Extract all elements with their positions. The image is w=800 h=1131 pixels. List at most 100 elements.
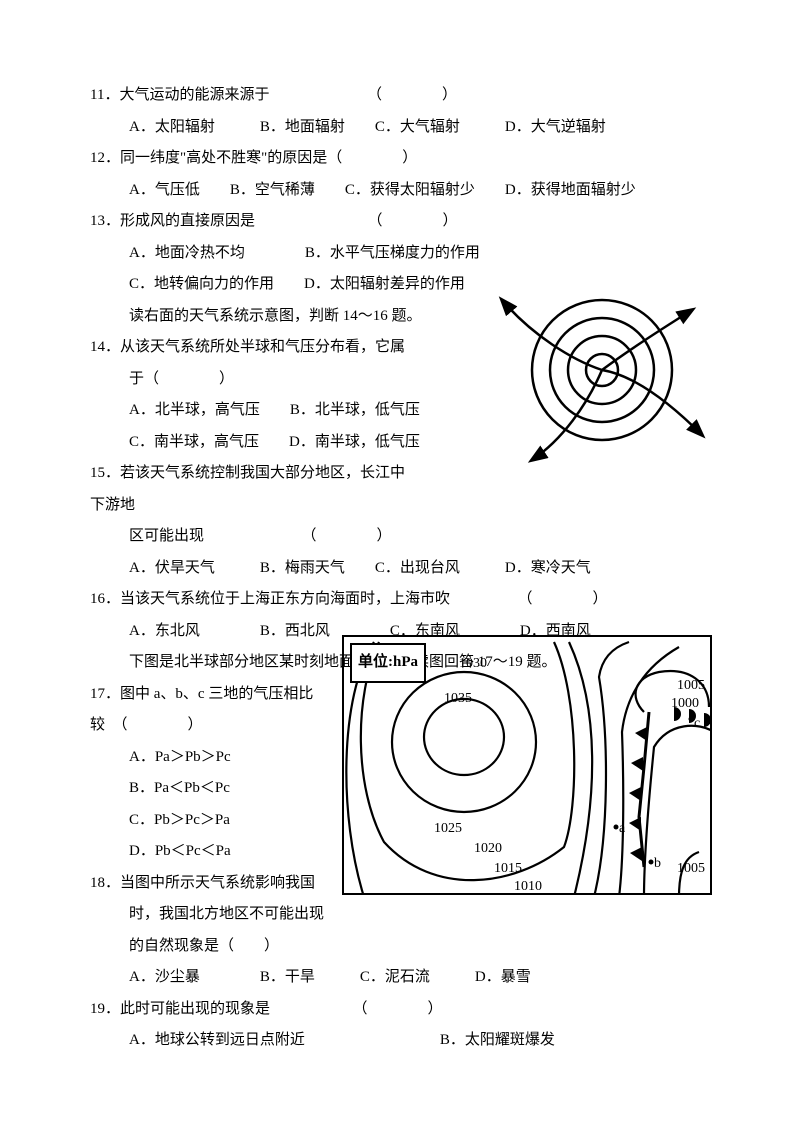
q14-opt-d: D．南半球，低气压: [289, 434, 420, 450]
lbl-1020: 1020: [474, 841, 502, 856]
q19-opt-a: A．地球公转到远日点附近: [129, 1032, 305, 1048]
lbl-1010: 1010: [514, 879, 542, 894]
q14-options-row1: A．北半球，高气压 B．北半球，低气压: [90, 395, 459, 427]
q12-opt-c: C．获得太阳辐射少: [345, 182, 475, 198]
q13-stem: 13．形成风的直接原因是 （ ）: [90, 206, 710, 238]
q12-text: 同一纬度"高处不胜寒"的原因是（ ）: [120, 150, 417, 166]
q14-text-1: 从该天气系统所处半球和气压分布看，它属: [120, 339, 405, 355]
q16-paren: （ ）: [525, 591, 608, 607]
q11-text: 大气运动的能源来源于: [119, 87, 269, 103]
q19-text: 此时可能出现的现象是: [120, 1001, 270, 1017]
q14-opt-b: B．北半球，低气压: [290, 402, 420, 418]
q19-stem: 19．此时可能出现的现象是 （ ）: [90, 994, 710, 1026]
q16-opt-b: B．西北风: [260, 623, 330, 639]
lbl-1015: 1015: [494, 861, 522, 876]
q11-options: A．太阳辐射 B．地面辐射 C．大气辐射 D．大气逆辐射: [90, 112, 710, 144]
q15-text-1: 若该天气系统控制我国大部分地区，长江中下游地: [90, 465, 405, 513]
q18-num: 18．: [90, 875, 120, 891]
q18-opt-a: A．沙尘暴: [129, 969, 200, 985]
q13-options-row1: A．地面冷热不均 B．水平气压梯度力的作用: [90, 238, 710, 270]
q14-num: 14．: [90, 339, 120, 355]
q15-opt-c: C．出现台风: [375, 560, 460, 576]
q15-text-2: 区可能出现: [129, 528, 204, 544]
q17-text-2: 较: [90, 717, 105, 733]
q13-text: 形成风的直接原因是: [120, 213, 255, 229]
lbl-1000: 1000: [671, 696, 699, 711]
spiral-weather-diagram: [492, 275, 712, 465]
q15-stem-2: 区可能出现 （ ）: [90, 521, 459, 553]
q12-num: 12．: [90, 150, 120, 166]
q14-stem-1: 14．从该天气系统所处半球和气压分布看，它属: [90, 332, 420, 364]
q17-paren: （ ）: [120, 717, 203, 733]
q16-stem: 16．当该天气系统位于上海正东方向海面时，上海市吹 （ ）: [90, 584, 710, 616]
q14-stem-2: 于（ ）: [90, 364, 459, 396]
q17-stem-1: 17．图中 a、b、c 三地的气压相比: [90, 679, 360, 711]
q15-opt-d: D．寒冷天气: [505, 560, 591, 576]
q17-stem-2: 较 （ ）: [90, 710, 360, 742]
q12-options: A．气压低 B．空气稀薄 C．获得太阳辐射少 D．获得地面辐射少: [90, 175, 710, 207]
q13-opt-c: C．地转偏向力的作用: [129, 276, 274, 292]
q19-opt-b: B．太阳耀斑爆发: [440, 1032, 555, 1048]
q16-text: 当该天气系统位于上海正东方向海面时，上海市吹: [120, 591, 450, 607]
q16-num: 16．: [90, 591, 120, 607]
q18-opt-b: B．干旱: [260, 969, 315, 985]
q14-opt-a: A．北半球，高气压: [129, 402, 260, 418]
q13-opt-d: D．太阳辐射差异的作用: [304, 276, 465, 292]
q11-opt-a: A．太阳辐射: [129, 119, 215, 135]
q17-opt-a: A．Pa＞Pb＞Pc: [129, 749, 231, 765]
q18-text-2: 时，我国北方地区不可能出现: [129, 906, 324, 922]
q15-num: 15．: [90, 465, 120, 481]
q18-stem-3: 的自然现象是（ ）: [90, 931, 399, 963]
unit-label: 单位:hPa: [350, 643, 426, 683]
q18-stem-2: 时，我国北方地区不可能出现: [90, 899, 399, 931]
lead-14-16-text: 读右面的天气系统示意图，判断 14～16 题。: [129, 308, 422, 324]
lbl-1030: 1030: [459, 656, 487, 671]
q19-options: A．地球公转到远日点附近 B．太阳耀斑爆发: [90, 1025, 710, 1057]
q13-opt-b: B．水平气压梯度力的作用: [305, 245, 480, 261]
q11-paren: （ ）: [374, 87, 457, 103]
lbl-b: b: [654, 856, 661, 871]
q16-opt-a: A．东北风: [129, 623, 200, 639]
q15-stem-1: 15．若该天气系统控制我国大部分地区，长江中下游地: [90, 458, 420, 521]
q14-options-row2: C．南半球，高气压 D．南半球，低气压: [90, 427, 459, 459]
q18-text-3: 的自然现象是（ ）: [129, 938, 279, 954]
q13-paren: （ ）: [375, 213, 458, 229]
q14-text-2: 于（ ）: [129, 371, 234, 387]
lbl-1005b: 1005: [677, 861, 705, 876]
q14-opt-c: C．南半球，高气压: [129, 434, 259, 450]
lbl-1005a: 1005: [677, 678, 705, 693]
q19-num: 19．: [90, 1001, 120, 1017]
q11-opt-c: C．大气辐射: [375, 119, 460, 135]
q19-paren: （ ）: [360, 1001, 443, 1017]
q13-num: 13．: [90, 213, 120, 229]
q18-text-1: 当图中所示天气系统影响我国: [120, 875, 315, 891]
exam-page: 11．大气运动的能源来源于 （ ） A．太阳辐射 B．地面辐射 C．大气辐射 D…: [0, 0, 800, 1117]
q17-opt-b: B．Pa＜Pb＜Pc: [129, 780, 230, 796]
lbl-1025: 1025: [434, 821, 462, 836]
q12-opt-d: D．获得地面辐射少: [505, 182, 636, 198]
q11-stem: 11．大气运动的能源来源于 （ ）: [90, 80, 710, 112]
q17-num: 17．: [90, 686, 120, 702]
q17-opt-c: C．Pb＞Pc＞Pa: [129, 812, 230, 828]
q15-opt-a: A．伏旱天气: [129, 560, 215, 576]
q15-paren: （ ）: [309, 528, 392, 544]
q15-options: A．伏旱天气 B．梅雨天气 C．出现台风 D．寒冷天气: [90, 553, 710, 585]
q15-opt-b: B．梅雨天气: [260, 560, 345, 576]
q18-opt-d: D．暴雪: [475, 969, 531, 985]
q18-options: A．沙尘暴 B．干旱 C．泥石流 D．暴雪: [90, 962, 710, 994]
q17-opt-d: D．Pb＜Pc＜Pa: [129, 843, 231, 859]
lbl-1035: 1035: [444, 691, 472, 706]
lbl-a: a: [619, 821, 626, 836]
q13-opt-a: A．地面冷热不均: [129, 245, 245, 261]
q17-text-1: 图中 a、b、c 三地的气压相比: [120, 686, 313, 702]
q11-opt-b: B．地面辐射: [260, 119, 345, 135]
lbl-c: c: [694, 716, 700, 731]
isobar-weather-map: 单位:hPa: [342, 635, 712, 895]
q12-opt-a: A．气压低: [129, 182, 200, 198]
q11-opt-d: D．大气逆辐射: [505, 119, 606, 135]
q18-opt-c: C．泥石流: [360, 969, 430, 985]
q12-opt-b: B．空气稀薄: [230, 182, 315, 198]
q18-stem-1: 18．当图中所示天气系统影响我国: [90, 868, 360, 900]
q11-num: 11．: [90, 87, 119, 103]
q12-stem: 12．同一纬度"高处不胜寒"的原因是（ ）: [90, 143, 710, 175]
